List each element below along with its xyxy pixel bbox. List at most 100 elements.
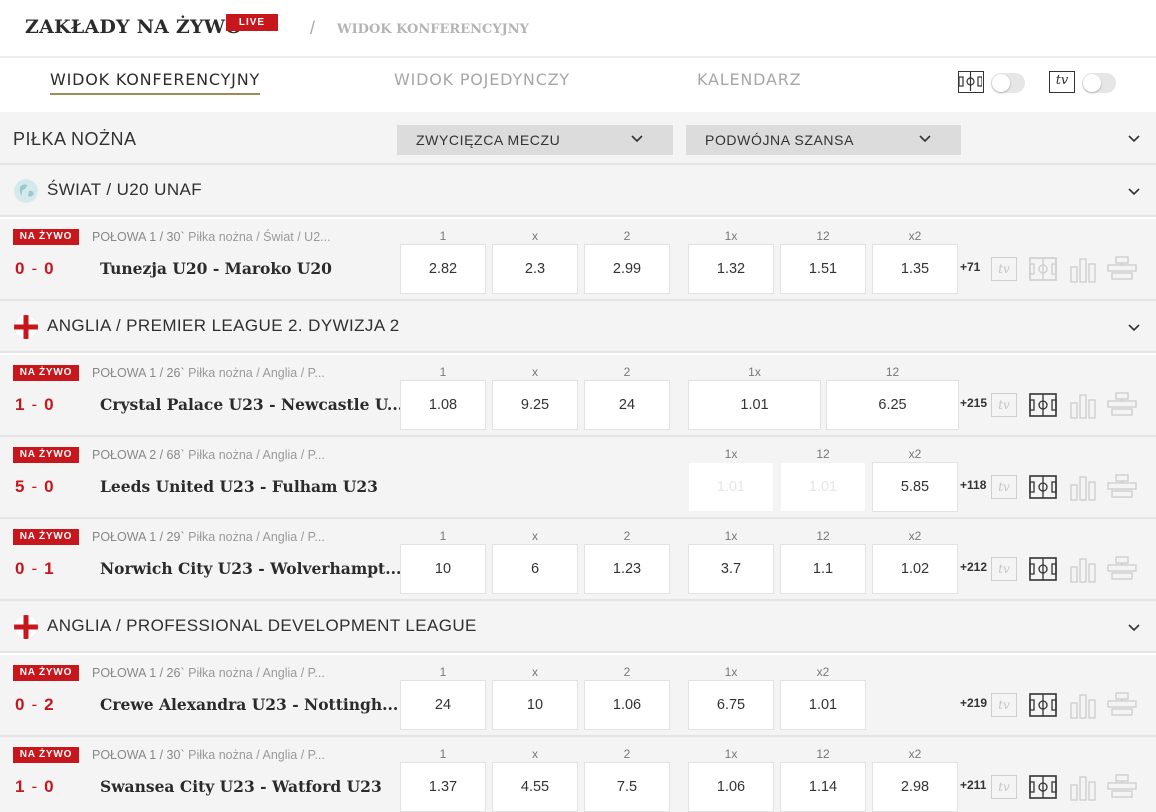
match-teams[interactable]: Norwich City U23 - Wolverhampt... <box>100 559 402 578</box>
odds-button-x2[interactable]: 1.01 <box>780 680 866 730</box>
more-markets-link[interactable]: +215 <box>960 396 988 410</box>
chevron-down-icon[interactable] <box>1128 185 1140 197</box>
match-teams[interactable]: Swansea City U23 - Watford U23 <box>100 777 382 796</box>
more-markets-link[interactable]: +212 <box>960 560 988 574</box>
league-header[interactable]: ŚWIAT / U20 UNAF <box>0 165 1156 217</box>
tv-toggle[interactable] <box>1082 73 1116 93</box>
path-item[interactable]: P... <box>307 366 325 380</box>
chevron-down-icon[interactable] <box>1128 321 1140 333</box>
tv-icon[interactable]: tv <box>991 775 1017 799</box>
odds-button-1x[interactable]: 6.75 <box>688 680 774 730</box>
odds-button-12[interactable]: 6.25 <box>826 380 959 430</box>
odds-button-x[interactable]: 9.25 <box>492 380 578 430</box>
breadcrumb[interactable]: WIDOK KONFERENCYJNY <box>337 22 529 37</box>
more-markets-link[interactable]: +118 <box>960 478 987 492</box>
odds-button-2[interactable]: 7.5 <box>584 762 670 812</box>
pitch-toggle[interactable] <box>991 73 1025 93</box>
more-markets-link[interactable]: +71 <box>960 260 981 274</box>
pitch-icon[interactable] <box>1029 257 1057 286</box>
odds-button-2[interactable]: 1.06 <box>584 680 670 730</box>
more-markets-link[interactable]: +219 <box>960 696 988 710</box>
lineup-icon[interactable] <box>1107 556 1137 587</box>
odds-button-1[interactable]: 10 <box>400 544 486 594</box>
odds-button-x[interactable]: 6 <box>492 544 578 594</box>
odds-button-x2[interactable]: 1.35 <box>872 244 958 294</box>
odds-button-1x[interactable]: 1.06 <box>688 762 774 812</box>
league-header[interactable]: ANGLIA / PROFESSIONAL DEVELOPMENT LEAGUE <box>0 601 1156 653</box>
match-row[interactable]: NA ŻYWO POŁOWA 1 / 30` Piłka nożna / Świa… <box>0 219 1156 301</box>
path-item[interactable]: Piłka nożna <box>188 666 253 680</box>
stats-icon[interactable] <box>1069 255 1097 288</box>
path-item[interactable]: P... <box>307 666 325 680</box>
match-row[interactable]: NA ŻYWO POŁOWA 1 / 29` Piłka nożna / Angl… <box>0 519 1156 601</box>
path-item[interactable]: P... <box>307 530 325 544</box>
odds-button-1[interactable]: 1.08 <box>400 380 486 430</box>
stats-icon[interactable] <box>1069 473 1097 506</box>
path-item[interactable]: P... <box>307 448 325 462</box>
pitch-icon[interactable] <box>1029 775 1057 804</box>
path-item[interactable]: Anglia <box>262 530 298 544</box>
match-row[interactable]: NA ŻYWO POŁOWA 1 / 26` Piłka nożna / Angl… <box>0 655 1156 737</box>
odds-button-x2[interactable]: 5.85 <box>872 462 958 512</box>
lineup-icon[interactable] <box>1107 256 1137 287</box>
tv-icon[interactable]: tv <box>991 557 1017 581</box>
odds-button-12[interactable]: 1.51 <box>780 244 866 294</box>
lineup-icon[interactable] <box>1107 692 1137 723</box>
match-row[interactable]: NA ŻYWO POŁOWA 1 / 30` Piłka nożna / Angl… <box>0 737 1156 812</box>
path-item[interactable]: Piłka nożna <box>188 748 253 762</box>
market-select-match-winner[interactable]: ZWYCIĘZCA MECZU <box>397 125 673 155</box>
path-item[interactable]: Anglia <box>262 366 298 380</box>
market-select-double-chance[interactable]: PODWÓJNA SZANSA <box>686 125 961 155</box>
odds-button-12[interactable]: 1.1 <box>780 544 866 594</box>
tab-single-view[interactable]: WIDOK POJEDYNCZY <box>394 70 570 89</box>
pitch-icon[interactable] <box>1029 393 1057 422</box>
path-item[interactable]: Piłka nożna <box>188 230 253 244</box>
path-item[interactable]: Piłka nożna <box>188 530 253 544</box>
odds-button-1[interactable]: 2.82 <box>400 244 486 294</box>
path-item[interactable]: U2... <box>304 230 331 244</box>
lineup-icon[interactable] <box>1107 474 1137 505</box>
odds-button-12[interactable]: 1.14 <box>780 762 866 812</box>
odds-button-1x[interactable]: 1.32 <box>688 244 774 294</box>
chevron-down-icon[interactable] <box>1128 621 1140 633</box>
league-header[interactable]: ANGLIA / PREMIER LEAGUE 2. DYWIZJA 2 <box>0 301 1156 353</box>
path-item[interactable]: Anglia <box>262 448 298 462</box>
path-item[interactable]: Piłka nożna <box>188 366 253 380</box>
odds-button-1[interactable]: 24 <box>400 680 486 730</box>
odds-button-2[interactable]: 1.23 <box>584 544 670 594</box>
pitch-icon[interactable] <box>1029 557 1057 586</box>
stats-icon[interactable] <box>1069 555 1097 588</box>
match-teams[interactable]: Crystal Palace U23 - Newcastle U... <box>100 395 404 414</box>
match-row[interactable]: NA ŻYWO POŁOWA 1 / 26` Piłka nożna / Angl… <box>0 355 1156 437</box>
odds-button-2[interactable]: 24 <box>584 380 670 430</box>
odds-button-x[interactable]: 4.55 <box>492 762 578 812</box>
odds-button-1[interactable]: 1.37 <box>400 762 486 812</box>
odds-button-1x[interactable]: 1.01 <box>688 380 821 430</box>
stats-icon[interactable] <box>1069 391 1097 424</box>
collapse-sport-button[interactable] <box>1128 132 1140 144</box>
lineup-icon[interactable] <box>1107 392 1137 423</box>
pitch-icon[interactable] <box>1029 693 1057 722</box>
odds-button-x2[interactable]: 1.02 <box>872 544 958 594</box>
more-markets-link[interactable]: +211 <box>960 778 987 792</box>
match-teams[interactable]: Crewe Alexandra U23 - Nottingh... <box>100 695 399 714</box>
odds-button-1x[interactable]: 3.7 <box>688 544 774 594</box>
pitch-icon[interactable] <box>1029 475 1057 504</box>
stats-icon[interactable] <box>1069 691 1097 724</box>
lineup-icon[interactable] <box>1107 774 1137 805</box>
match-teams[interactable]: Leeds United U23 - Fulham U23 <box>100 477 378 496</box>
odds-button-x2[interactable]: 2.98 <box>872 762 958 812</box>
odds-button-2[interactable]: 2.99 <box>584 244 670 294</box>
match-teams[interactable]: Tunezja U20 - Maroko U20 <box>100 259 332 278</box>
stats-icon[interactable] <box>1069 773 1097 806</box>
path-item[interactable]: Świat <box>263 230 294 244</box>
tv-icon[interactable]: tv <box>991 257 1017 281</box>
odds-button-x[interactable]: 2.3 <box>492 244 578 294</box>
tv-icon[interactable]: tv <box>991 693 1017 717</box>
path-item[interactable]: Anglia <box>262 666 298 680</box>
path-item[interactable]: Anglia <box>262 748 298 762</box>
path-item[interactable]: Piłka nożna <box>188 448 253 462</box>
odds-button-x[interactable]: 10 <box>492 680 578 730</box>
tv-icon[interactable]: tv <box>991 475 1017 499</box>
path-item[interactable]: P... <box>307 748 325 762</box>
